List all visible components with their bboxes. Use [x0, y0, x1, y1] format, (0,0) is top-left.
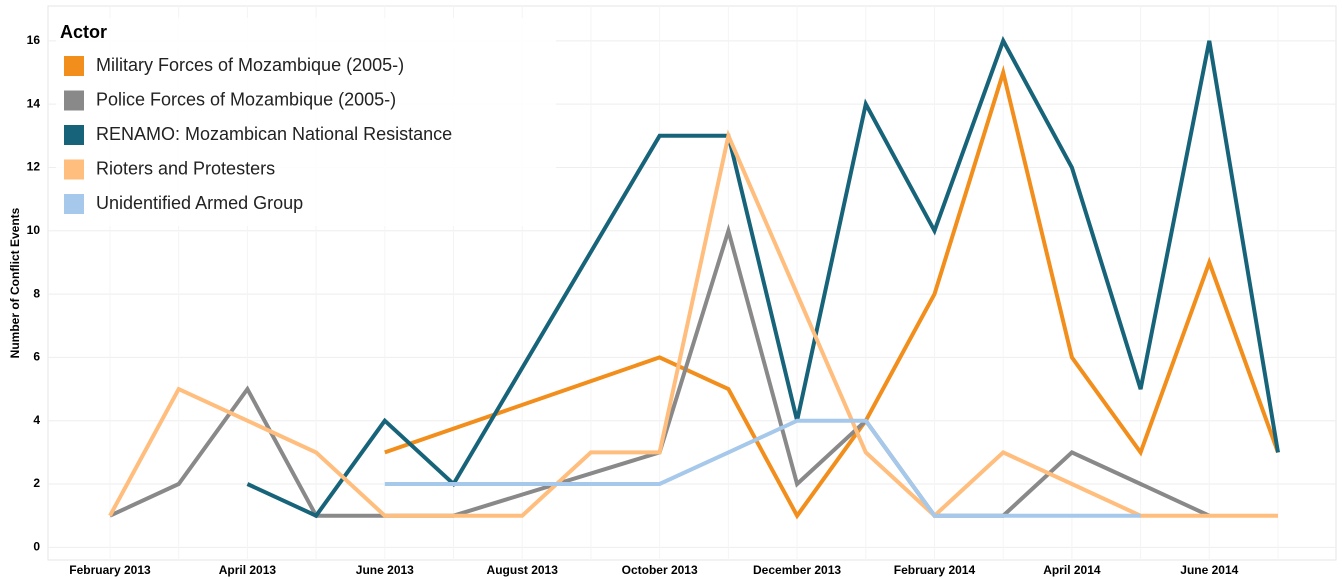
legend-swatch — [64, 56, 84, 76]
y-tick-label: 8 — [33, 286, 40, 300]
series-line — [384, 64, 1280, 520]
legend-label: Unidentified Armed Group — [96, 193, 303, 213]
y-tick-label: 0 — [33, 540, 40, 554]
y-tick-label: 14 — [27, 96, 41, 110]
legend-swatch — [64, 159, 84, 180]
legend-label: Rioters and Protesters — [96, 158, 275, 178]
series-line — [384, 418, 1141, 518]
y-tick-label: 2 — [33, 476, 40, 490]
series-line — [246, 35, 1280, 519]
y-tick-label: 4 — [33, 413, 40, 427]
legend-swatch — [64, 90, 84, 111]
x-tick-label: April 2013 — [219, 563, 277, 577]
x-tick-label: June 2014 — [1180, 563, 1238, 577]
x-tick-label: December 2013 — [753, 563, 841, 577]
x-tick-label: June 2013 — [356, 563, 414, 577]
legend-title: Actor — [60, 22, 107, 42]
legend-label: RENAMO: Mozambican National Resistance — [96, 124, 452, 144]
legend-label: Police Forces of Mozambique (2005-) — [96, 89, 396, 109]
x-tick-label: October 2013 — [622, 563, 698, 577]
x-tick-label: August 2013 — [487, 563, 559, 577]
legend-label: Military Forces of Mozambique (2005-) — [96, 55, 404, 75]
y-tick-label: 10 — [27, 223, 41, 237]
x-tick-label: February 2014 — [894, 563, 976, 577]
y-tick-label: 6 — [33, 350, 40, 364]
series-line — [108, 129, 1278, 519]
y-axis-label: Number of Conflict Events — [8, 207, 22, 358]
legend-swatch — [64, 194, 84, 214]
y-tick-label: 12 — [27, 160, 41, 174]
x-tick-label: April 2014 — [1043, 563, 1101, 577]
y-tick-label: 16 — [27, 33, 41, 47]
x-tick-label: February 2013 — [69, 563, 151, 577]
legend-bg — [56, 18, 556, 226]
legend-swatch — [64, 125, 84, 145]
